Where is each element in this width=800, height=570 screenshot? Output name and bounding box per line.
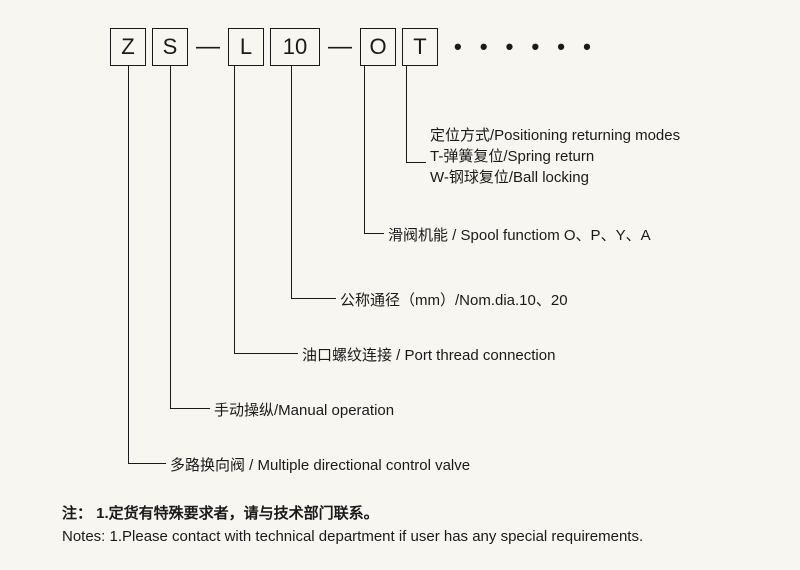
callout-line: 滑阀机能 / Spool functiom O、P、Y、A [388, 225, 651, 246]
leader-line-T-h [406, 162, 426, 163]
callout-line: T-弹簧复位/Spring return [430, 146, 680, 167]
callout-line: 多路换向阀 / Multiple directional control val… [170, 455, 470, 476]
callout-positioning: 定位方式/Positioning returning modes T-弹簧复位/… [430, 125, 680, 188]
callout-line: 定位方式/Positioning returning modes [430, 125, 680, 146]
code-box-10: 10 [270, 28, 320, 66]
callout-line: 公称通径（mm）/Nom.dia.10、20 [340, 290, 568, 311]
callout-line: 油口螺纹连接 / Port thread connection [302, 345, 555, 366]
callout-manual: 手动操纵/Manual operation [214, 400, 394, 421]
leader-line-10-h [291, 298, 336, 299]
callout-line: 手动操纵/Manual operation [214, 400, 394, 421]
callout-spool-function: 滑阀机能 / Spool functiom O、P、Y、A [388, 225, 651, 246]
model-code-row: Z S — L 10 — O T • • • • • • [110, 28, 597, 66]
leader-line-L-h [234, 353, 298, 354]
leader-line-Z-h [128, 463, 166, 464]
callout-nominal-dia: 公称通径（mm）/Nom.dia.10、20 [340, 290, 568, 311]
code-box-T: T [402, 28, 438, 66]
leader-line-10-v [291, 66, 292, 298]
callout-line: W-钢球复位/Ball locking [430, 167, 680, 188]
leader-line-T-v [406, 66, 407, 162]
code-box-L: L [228, 28, 264, 66]
leader-line-S-h [170, 408, 210, 409]
separator-2: — [326, 33, 354, 61]
leader-line-Z-v [128, 66, 129, 463]
notes-cn: 注： 1.定货有特殊要求者，请与技术部门联系。 [62, 503, 643, 526]
leader-line-O-v [364, 66, 365, 233]
trailing-dots: • • • • • • [444, 34, 597, 60]
callout-port-thread: 油口螺纹连接 / Port thread connection [302, 345, 555, 366]
code-box-Z: Z [110, 28, 146, 66]
code-box-S: S [152, 28, 188, 66]
notes-block: 注： 1.定货有特殊要求者，请与技术部门联系。 Notes: 1.Please … [62, 503, 643, 548]
code-box-O: O [360, 28, 396, 66]
leader-line-O-h [364, 233, 384, 234]
notes-en: Notes: 1.Please contact with technical d… [62, 526, 643, 549]
callout-multi-valve: 多路换向阀 / Multiple directional control val… [170, 455, 470, 476]
leader-line-S-v [170, 66, 171, 408]
separator-1: — [194, 33, 222, 61]
leader-line-L-v [234, 66, 235, 353]
